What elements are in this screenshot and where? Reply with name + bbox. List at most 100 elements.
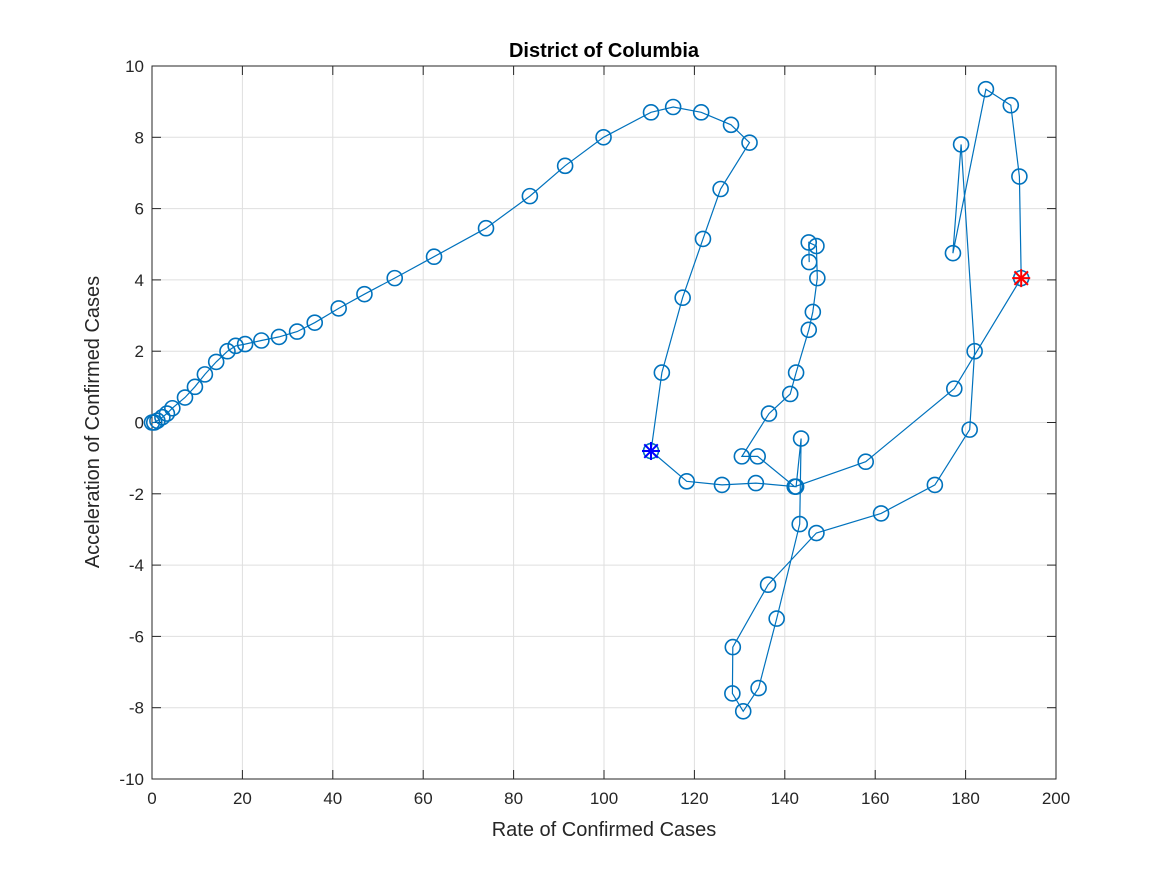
- y-tick-label: 10: [125, 57, 144, 76]
- data-point: [724, 685, 741, 702]
- axis-ticks: 0 20 40 60 80 100 120 140 160 180 200 -10 -8 -6 -4 -2 0 2…: [119, 57, 1070, 808]
- data-point: [724, 638, 742, 656]
- x-tick-label: 200: [1042, 789, 1070, 808]
- data-point: [760, 405, 778, 422]
- data-point: [792, 430, 810, 447]
- data-point: [164, 399, 181, 417]
- data-point: [857, 453, 875, 471]
- data-point: [236, 335, 254, 353]
- data-point: [741, 134, 758, 151]
- data-point: [674, 289, 691, 307]
- y-axis-label: Acceleration of Confirmed Cases: [82, 276, 104, 568]
- data-point: [356, 285, 373, 303]
- end-marker: [1012, 269, 1031, 288]
- data-point: [749, 448, 766, 465]
- data-point: [1002, 96, 1020, 114]
- data-point: [158, 405, 176, 422]
- data-point: [694, 230, 712, 248]
- y-tick-label: -10: [119, 770, 144, 789]
- y-tick-label: -6: [129, 627, 144, 646]
- x-axis-label: Rate of Confirmed Cases: [492, 819, 717, 841]
- data-point: [253, 332, 270, 349]
- data-point: [733, 448, 751, 465]
- x-tick-label: 20: [233, 789, 252, 808]
- data-point: [808, 524, 825, 542]
- data-point: [786, 478, 804, 495]
- y-tick-label: -8: [129, 699, 144, 718]
- y-tick-label: -2: [129, 485, 144, 504]
- data-point: [196, 366, 214, 383]
- data-point: [186, 378, 204, 396]
- x-tick-label: 100: [590, 789, 618, 808]
- data-point: [386, 269, 404, 287]
- data-point: [808, 237, 825, 255]
- data-point: [521, 187, 539, 205]
- data-point: [944, 244, 962, 262]
- x-tick-label: 40: [323, 789, 342, 808]
- x-tick-label: 180: [951, 789, 979, 808]
- data-point: [642, 104, 660, 121]
- data-point: [288, 323, 306, 340]
- data-point: [712, 180, 729, 198]
- data-point: [759, 576, 777, 594]
- y-tick-label: 4: [135, 271, 144, 290]
- data-point: [747, 474, 765, 492]
- data-point: [872, 505, 890, 522]
- data-point: [787, 364, 805, 381]
- data-point: [734, 702, 752, 720]
- data-point: [961, 421, 978, 438]
- data-point: [750, 679, 767, 697]
- data-point: [425, 248, 443, 266]
- x-tick-label: 120: [680, 789, 708, 808]
- data-point: [477, 219, 495, 237]
- data-point: [804, 303, 822, 321]
- data-point: [692, 104, 710, 121]
- data-point: [791, 515, 809, 533]
- start-marker-stroke: [643, 443, 659, 459]
- series-layer: [143, 80, 1030, 720]
- data-point: [556, 157, 574, 175]
- data-point: [678, 473, 696, 490]
- end-marker-stroke: [1013, 270, 1029, 286]
- data-point: [227, 337, 244, 355]
- y-tick-label: 0: [135, 414, 144, 433]
- data-point: [330, 300, 347, 317]
- data-point: [966, 342, 983, 360]
- data-point: [800, 321, 818, 339]
- data-point: [781, 385, 799, 403]
- data-point: [800, 253, 818, 271]
- data-point: [154, 408, 171, 426]
- data-point: [219, 342, 236, 360]
- marker-layer: [642, 269, 1031, 461]
- start-marker: [642, 442, 661, 461]
- x-tick-label: 160: [861, 789, 889, 808]
- data-point: [945, 380, 963, 397]
- data-point: [800, 234, 818, 251]
- data-point: [926, 476, 944, 494]
- data-point: [270, 328, 288, 346]
- data-point: [595, 129, 612, 146]
- y-tick-label: 2: [135, 342, 144, 361]
- data-point: [809, 269, 826, 287]
- x-tick-label: 0: [147, 789, 156, 808]
- data-point: [722, 116, 740, 134]
- data-point: [713, 476, 731, 494]
- data-point: [306, 314, 324, 331]
- y-tick-label: 6: [135, 200, 144, 219]
- data-point: [664, 98, 682, 116]
- data-point: [653, 364, 671, 381]
- x-tick-label: 80: [504, 789, 523, 808]
- data-point: [768, 610, 785, 627]
- x-tick-label: 140: [771, 789, 799, 808]
- data-point: [977, 80, 995, 98]
- data-point: [145, 414, 163, 431]
- y-tick-label: -4: [129, 556, 144, 575]
- data-point: [952, 136, 970, 153]
- data-point: [207, 353, 225, 371]
- data-point: [176, 389, 194, 406]
- data-point: [1011, 168, 1028, 185]
- chart-title: District of Columbia: [509, 40, 700, 62]
- x-tick-label: 60: [414, 789, 433, 808]
